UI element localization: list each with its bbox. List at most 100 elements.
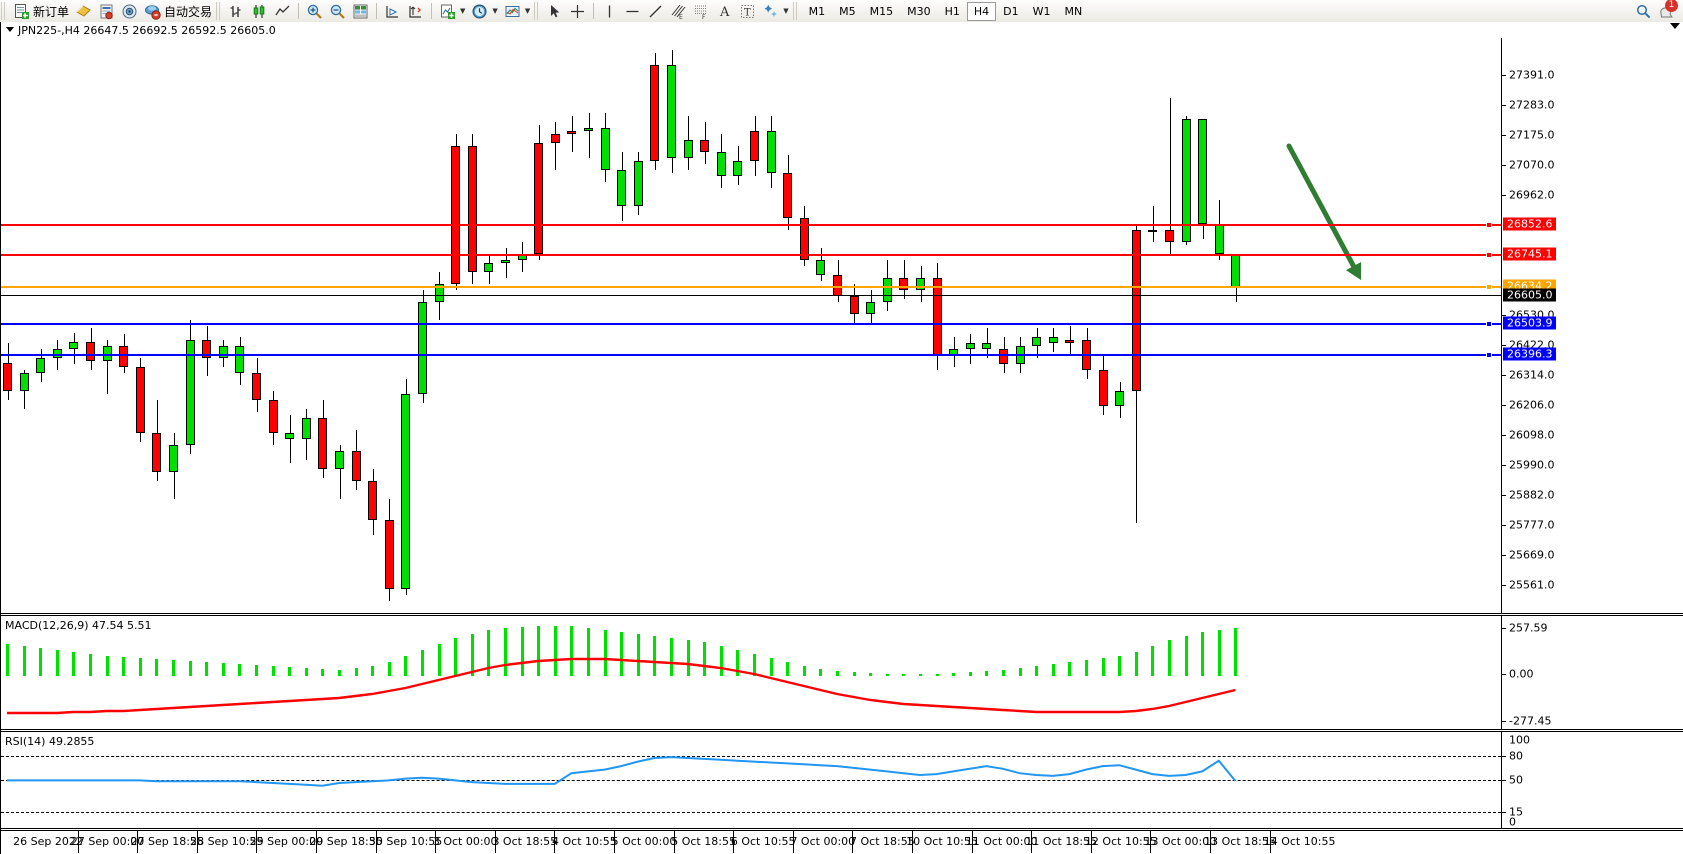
macd-histogram-bar	[1002, 670, 1005, 676]
auto-trading-button[interactable]: 自动交易	[141, 1, 215, 21]
expert-advisor-button[interactable]	[72, 1, 95, 21]
toolbar-grip[interactable]	[1, 2, 7, 20]
shapes-caret-icon[interactable]: ▼	[783, 7, 789, 15]
trendline-button[interactable]	[644, 1, 667, 21]
chart-menu-icon[interactable]	[6, 27, 14, 32]
price-level-anchor[interactable]	[1486, 252, 1492, 258]
macd-histogram-bar	[968, 672, 972, 676]
candle-wick	[986, 328, 988, 359]
text-button[interactable]: A	[713, 1, 736, 21]
cursor-button[interactable]	[543, 1, 566, 21]
zoom-in-icon	[306, 3, 323, 20]
toolbar-separator-3	[431, 3, 433, 19]
timeframe-h1[interactable]: H1	[944, 4, 960, 18]
price-level-tag-resistance[interactable]: 26745.1	[1503, 247, 1556, 261]
rsi-axis-tick	[1502, 756, 1506, 757]
macd-axis[interactable]: 257.59 0.00 -277.45	[1501, 616, 1683, 729]
axis-tick-label: 27283.0	[1509, 98, 1555, 112]
chart-collapse-icon[interactable]	[1670, 23, 1680, 29]
candle-body	[285, 433, 295, 440]
timeframe-m5[interactable]: M5	[839, 4, 856, 18]
price-level-anchor[interactable]	[1486, 321, 1492, 327]
price-level-anchor[interactable]	[1486, 222, 1492, 228]
candle-body	[52, 349, 62, 359]
candlestick-chart-button[interactable]	[248, 1, 271, 21]
price-level-line-last-price[interactable]	[1, 295, 1501, 296]
line-chart-button[interactable]	[271, 1, 294, 21]
timeframe-m1[interactable]: M1	[808, 4, 826, 18]
axis-tick-label: 25990.0	[1509, 458, 1555, 472]
zoom-out-button[interactable]	[326, 1, 349, 21]
crosshair-button[interactable]	[566, 1, 589, 21]
price-level-anchor[interactable]	[1486, 352, 1492, 358]
macd-histogram-bar	[769, 658, 773, 676]
candle-body	[1065, 340, 1075, 344]
toolbar-grip-2[interactable]	[216, 2, 223, 20]
price-level-line-support[interactable]	[1, 323, 1501, 325]
data-window-button[interactable]	[95, 1, 118, 21]
candle-body	[567, 130, 577, 134]
price-level-tag-support[interactable]: 26503.9	[1503, 316, 1556, 330]
price-axis[interactable]: 27391.0 27283.0 27175.0 27070.0 26962.0 26530…	[1501, 38, 1683, 613]
time-axis-separator	[554, 831, 556, 853]
price-level-tag-last-price[interactable]: 26605.0	[1503, 288, 1556, 302]
timeframe-h4[interactable]: H4	[966, 1, 997, 21]
templates-button[interactable]: ▼	[501, 1, 533, 21]
equidistant-channel-button[interactable]: E	[667, 1, 690, 21]
macd-histogram-bar	[404, 656, 408, 676]
candle-body	[799, 217, 809, 260]
time-axis-label: 4 Oct 10:55	[552, 835, 617, 848]
price-level-line-resistance[interactable]	[1, 224, 1501, 226]
new-order-button[interactable]: 新订单	[10, 1, 72, 21]
add-indicator-caret-icon[interactable]: ▼	[460, 7, 466, 15]
navigator-icon	[121, 3, 138, 20]
toolbar-grip-3[interactable]	[534, 2, 541, 20]
time-axis[interactable]: 26 Sep 2022 27 Sep 00:00 27 Sep 18:55 28 Se…	[1, 830, 1683, 853]
tile-windows-button[interactable]	[349, 1, 372, 21]
search-icon[interactable]	[1635, 3, 1652, 20]
horizontal-line-button[interactable]	[621, 1, 644, 21]
toolbar-grip-4[interactable]	[792, 2, 799, 20]
vertical-line-button[interactable]	[598, 1, 621, 21]
alerts-icon[interactable]: 1	[1658, 0, 1678, 20]
timeframe-mn[interactable]: MN	[1064, 4, 1083, 18]
macd-plot[interactable]	[1, 616, 1501, 729]
time-axis-label: 26 Sep 2022	[13, 835, 83, 848]
bar-chart-button[interactable]	[225, 1, 248, 21]
auto-trading-icon	[144, 3, 161, 20]
zoom-in-button[interactable]	[303, 1, 326, 21]
shapes-button[interactable]: ▼	[759, 1, 791, 21]
timeframe-m15[interactable]: M15	[869, 4, 894, 18]
price-level-anchor[interactable]	[1486, 284, 1492, 290]
rsi-axis[interactable]: 100 80 50 15 0	[1501, 732, 1683, 828]
macd-axis-tick	[1502, 721, 1506, 722]
text-label-button[interactable]: T	[736, 1, 759, 21]
templates-caret-icon[interactable]: ▼	[524, 7, 531, 15]
fibonacci-button[interactable]: F	[690, 1, 713, 21]
period-button[interactable]: ▼	[468, 1, 500, 21]
shift-end-button[interactable]	[381, 1, 404, 21]
macd-histogram-bar	[205, 662, 209, 676]
price-level-tag-support[interactable]: 26396.3	[1503, 347, 1556, 361]
macd-panel[interactable]: 257.59 0.00 -277.45 MACD(12,26,9) 47.54 5.…	[1, 615, 1683, 730]
price-level-line-support[interactable]	[1, 354, 1501, 356]
candle-body	[534, 142, 544, 254]
rsi-axis-tick	[1502, 780, 1506, 781]
price-level-line-resistance[interactable]	[1, 254, 1501, 256]
period-caret-icon[interactable]: ▼	[492, 7, 498, 15]
chart-shift-button[interactable]	[404, 1, 427, 21]
price-level-line-pivot[interactable]	[1, 286, 1501, 288]
price-plot[interactable]	[1, 38, 1501, 613]
rsi-panel[interactable]: 100 80 50 15 0 RSI(14) 49.2855	[1, 731, 1683, 829]
add-indicator-button[interactable]: ▼	[436, 1, 468, 21]
rsi-plot[interactable]	[1, 732, 1501, 828]
candle-body	[866, 301, 876, 314]
navigator-button[interactable]	[118, 1, 141, 21]
price-panel[interactable]: 27391.0 27283.0 27175.0 27070.0 26962.0 26530…	[1, 38, 1683, 614]
timeframe-m30[interactable]: M30	[907, 4, 931, 18]
rsi-axis-tick-label: 0	[1509, 815, 1516, 829]
timeframe-w1[interactable]: W1	[1032, 4, 1051, 18]
timeframe-d1[interactable]: D1	[1003, 4, 1019, 18]
chart-area[interactable]: JPN225-,H4 26647.5 26692.5 26592.5 26605…	[0, 22, 1683, 854]
price-level-tag-resistance[interactable]: 26852.6	[1503, 217, 1556, 231]
